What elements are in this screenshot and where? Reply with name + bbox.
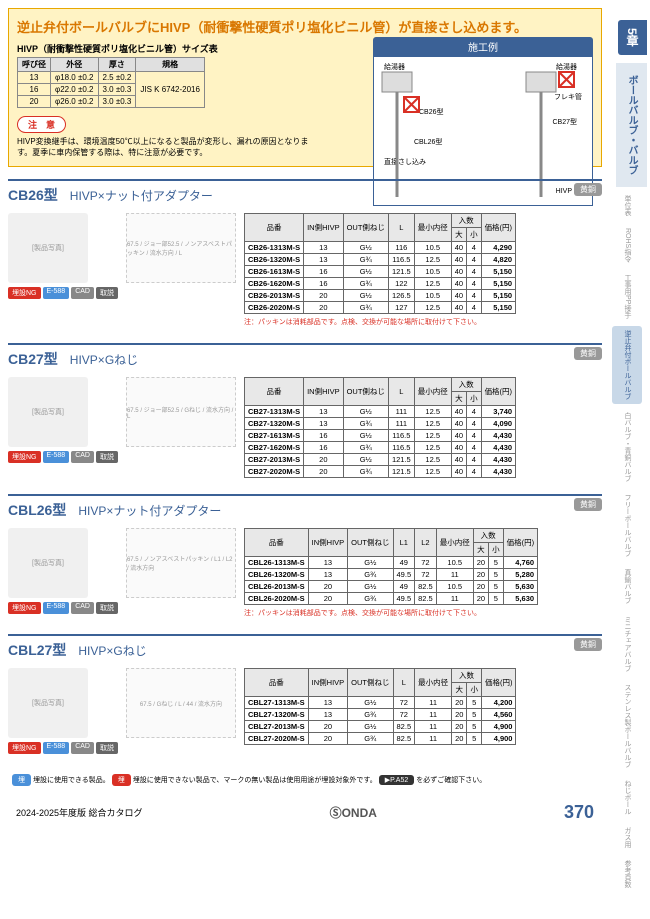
- product-section-cb27: CB27型 HIVP×Gねじ 黄銅 [製品写真] 埋設NG E-588 CAD …: [8, 343, 602, 478]
- caution-badge: 注 意: [17, 116, 66, 133]
- footer-logo: ⓈONDA: [330, 804, 377, 821]
- product-subtitle: HIVP×Gねじ: [70, 351, 138, 368]
- highlight-title: 逆止弁付ボールバルブにHIVP（耐衝撃性硬質ポリ塩化ビニル管）が直接さし込めます…: [17, 17, 593, 36]
- product-title: CBL27型: [8, 640, 66, 660]
- badge-link: 取説: [96, 451, 118, 463]
- material-badge: 黄銅: [574, 347, 602, 360]
- material-badge: 黄銅: [574, 498, 602, 511]
- product-subtitle: HIVP×ナット付アダプター: [70, 187, 213, 204]
- material-badge: 黄銅: [574, 183, 602, 196]
- badge-ng: 埋設NG: [8, 742, 41, 754]
- sidebar-mini-label: ステンレス製ボールバルブ: [612, 680, 642, 772]
- footer-note: 埋 埋設に使用できる製品。 埋 埋設に使用できない製品で、マークの無い製品は使用…: [8, 770, 602, 790]
- product-diagram: 67.5 / ジョー部52.5 / Gねじ / 流水方向 / L: [126, 377, 236, 447]
- product-image: [製品写真]: [8, 528, 88, 598]
- page-footer: 2024-2025年度版 総合カタログ ⓈONDA 370: [8, 798, 602, 827]
- sidebar-right: 5章 ボールバルブ・バルブ 単位表 ROHS指令工事用PP接手逆止弁付ボールバルブ…: [612, 0, 650, 919]
- material-badge: 黄銅: [574, 638, 602, 651]
- product-note: 注：パッキンは消耗部品です。点検、交換が可能な場所に取付けて下さい。: [244, 317, 602, 327]
- badge-cad: CAD: [71, 287, 94, 299]
- install-example-header: 施工例: [373, 37, 593, 56]
- badge-e588: E-588: [43, 451, 70, 463]
- size-table: 呼び径 外径 厚さ 規格 13φ18.0 ±0.22.5 ±0.2JIS K 6…: [17, 57, 205, 108]
- spec-table: 品番IN側HIVPOUT側ねじL1L2最小内径入数価格(円)大小 CBL26-1…: [244, 528, 538, 605]
- product-section-cbl26: CBL26型 HIVP×ナット付アダプター 黄銅 [製品写真] 埋設NG E-5…: [8, 494, 602, 618]
- product-subtitle: HIVP×Gねじ: [78, 642, 146, 659]
- badge-e588: E-588: [43, 287, 70, 299]
- product-image: [製品写真]: [8, 377, 88, 447]
- spec-table: 品番IN側HIVPOUT側ねじL最小内径入数価格(円)大小 CB26-1313M…: [244, 213, 516, 314]
- product-section-cbl27: CBL27型 HIVP×Gねじ 黄銅 [製品写真] 埋設NG E-588 CAD…: [8, 634, 602, 754]
- spec-table: 品番IN側HIVPOUT側ねじL最小内径入数価格(円)大小 CBL27-1313…: [244, 668, 517, 745]
- badge-link: 取説: [96, 742, 118, 754]
- footer-year: 2024-2025年度版 総合カタログ: [16, 806, 143, 819]
- badge-cad: CAD: [71, 742, 94, 754]
- badge-link: 取説: [96, 287, 118, 299]
- badge-cad: CAD: [71, 602, 94, 614]
- product-title: CB26型: [8, 185, 58, 205]
- badge-e588: E-588: [43, 742, 70, 754]
- sidebar-section: ボールバルブ・バルブ: [616, 63, 647, 187]
- product-image: [製品写真]: [8, 668, 88, 738]
- size-table-caption: HIVP（耐衝撃性硬質ポリ塩化ビニル管）サイズ表: [17, 42, 317, 55]
- product-title: CB27型: [8, 349, 58, 369]
- badge-link: 取説: [96, 602, 118, 614]
- highlight-box: 逆止弁付ボールバルブにHIVP（耐衝撃性硬質ポリ塩化ビニル管）が直接さし込めます…: [8, 8, 602, 167]
- sidebar-mini-label: 白バルブ・青銅バルブ: [612, 408, 642, 486]
- chapter-tab: 5章: [618, 20, 647, 55]
- badge-ng: 埋設NG: [8, 287, 41, 299]
- sidebar-mini-label: ガス用: [612, 823, 642, 852]
- sidebar-mini-label: ROHS指令: [612, 224, 642, 266]
- badge-e588: E-588: [43, 602, 70, 614]
- badge-cad: CAD: [71, 451, 94, 463]
- product-badges: 埋設NG E-588 CAD 取説: [8, 451, 118, 463]
- sidebar-mini-label: 工事用PP接手: [612, 270, 642, 322]
- badge-ng: 埋設NG: [8, 451, 41, 463]
- product-diagram: 67.5 / ノンアスベストパッキン / L1 / L2 / 流水方向: [126, 528, 236, 598]
- product-badges: 埋設NG E-588 CAD 取説: [8, 287, 118, 299]
- badge-ng: 埋設NG: [8, 602, 41, 614]
- product-diagram: 67.5 / Gねじ / L / 44 / 流水方向: [126, 668, 236, 738]
- caution-text: HIVP変換継手は、環境温度50℃以上になると製品が変形し、漏れの原因となります…: [17, 136, 317, 158]
- sidebar-mini-label: ねじボール: [612, 776, 642, 819]
- product-badges: 埋設NG E-588 CAD 取説: [8, 742, 118, 754]
- sidebar-mini-label: ミニチェアバルブ: [612, 612, 642, 676]
- product-title: CBL26型: [8, 500, 66, 520]
- product-image: [製品写真]: [8, 213, 88, 283]
- caution-box: 注 意 HIVP変換継手は、環境温度50℃以上になると製品が変形し、漏れの原因と…: [17, 116, 317, 158]
- sidebar-mini-label: 逆止弁付ボールバルブ: [612, 326, 642, 404]
- product-note: 注：パッキンは消耗部品です。点検、交換が可能な場所に取付けて下さい。: [244, 608, 602, 618]
- page-number: 370: [564, 802, 594, 823]
- sidebar-mini-label: フリーボールバルブ: [612, 490, 642, 561]
- product-section-cb26: CB26型 HIVP×ナット付アダプター 黄銅 [製品写真] 埋設NG E-58…: [8, 179, 602, 327]
- sidebar-mini-label: 単位表: [612, 191, 642, 220]
- product-subtitle: HIVP×ナット付アダプター: [78, 502, 221, 519]
- product-badges: 埋設NG E-588 CAD 取説: [8, 602, 118, 614]
- spec-table: 品番IN側HIVPOUT側ねじL最小内径入数価格(円)大小 CB27-1313M…: [244, 377, 516, 478]
- sidebar-mini-label: 真鍮バルブ: [612, 565, 642, 608]
- sidebar-mini-label: 参考頁数: [612, 856, 642, 892]
- product-diagram: 67.5 / ジョー部52.5 / ノンアスベストパッキン / 流水方向 / L: [126, 213, 236, 283]
